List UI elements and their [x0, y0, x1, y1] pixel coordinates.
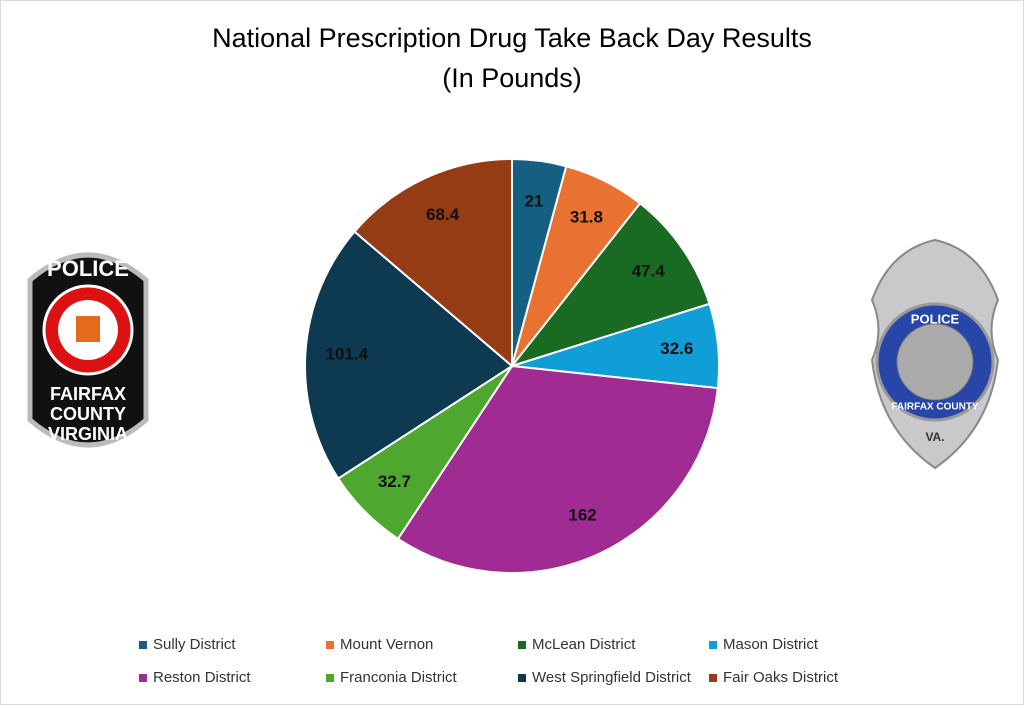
legend-swatch: [709, 641, 717, 649]
logo-text: FAIRFAX: [50, 384, 126, 404]
right-badge: POLICE FAIRFAX COUNTY VA.: [870, 238, 1000, 470]
legend-swatch: [326, 674, 334, 682]
left-badge: POLICE FAIRFAX COUNTY VIRGINIA: [27, 252, 149, 448]
legend-label: McLean District: [532, 636, 636, 653]
logo-text: VIRGINIA: [48, 424, 128, 444]
logo-text: POLICE: [47, 256, 129, 281]
legend-label: Mason District: [723, 636, 819, 653]
legend-label: Fair Oaks District: [723, 669, 839, 686]
data-label: 32.7: [378, 472, 411, 491]
data-label: 32.6: [660, 339, 693, 358]
pie-slice: [304, 230, 514, 480]
logo-text: VA.: [925, 430, 944, 444]
chart-title: National Prescription Drug Take Back Day…: [212, 23, 812, 53]
legend-label: Reston District: [153, 669, 251, 686]
data-label: 101.4: [325, 345, 368, 364]
legend-label: Sully District: [153, 636, 236, 653]
logo-text: FAIRFAX COUNTY: [891, 402, 979, 413]
data-label: 21: [524, 191, 543, 210]
data-label: 31.8: [570, 208, 603, 227]
legend-swatch: [139, 641, 147, 649]
legend-swatch: [326, 641, 334, 649]
data-label: 68.4: [426, 205, 460, 224]
legend-label: West Springfield District: [532, 669, 692, 686]
data-label: 47.4: [632, 261, 666, 280]
legend-swatch: [709, 674, 717, 682]
logo-text: POLICE: [911, 311, 960, 326]
chart-subtitle: (In Pounds): [442, 63, 582, 93]
legend-swatch: [518, 641, 526, 649]
legend-swatch: [139, 674, 147, 682]
logo-text: COUNTY: [50, 404, 126, 424]
pie-slice: [509, 201, 711, 368]
data-label: 162: [568, 505, 596, 524]
legend-swatch: [518, 674, 526, 682]
legend-label: Franconia District: [340, 669, 458, 686]
pie-slice: [353, 157, 513, 369]
legend-label: Mount Vernon: [340, 636, 433, 653]
